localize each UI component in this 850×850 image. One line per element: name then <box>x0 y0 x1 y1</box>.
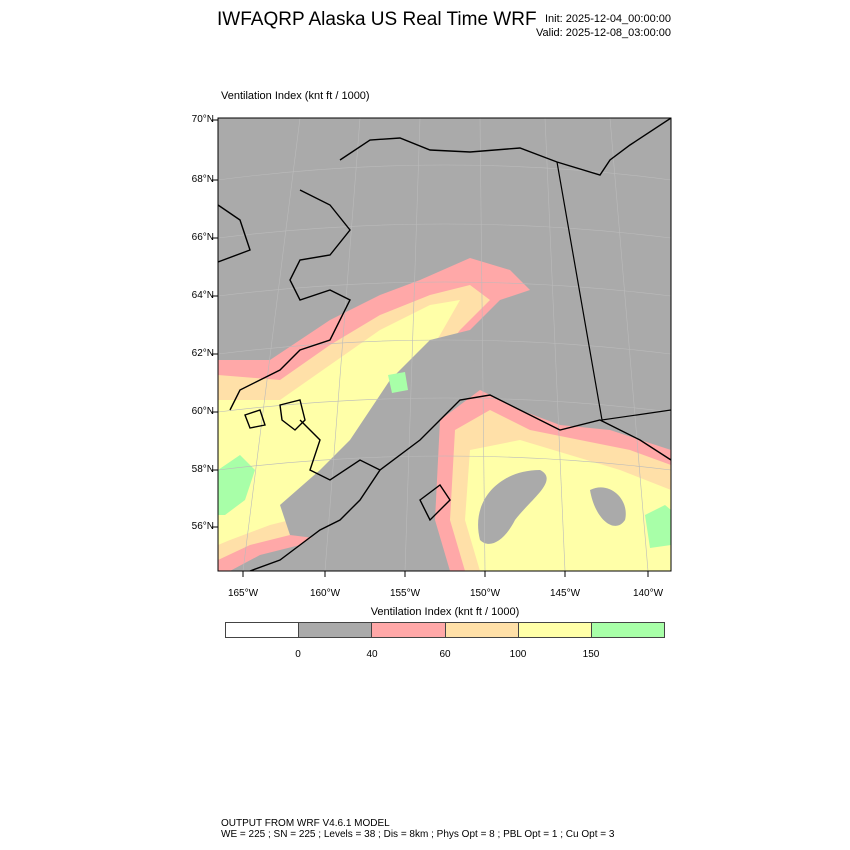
lat-label: 70°N <box>191 114 214 125</box>
colorbar-label: 150 <box>582 649 600 660</box>
contour-0-40 <box>280 330 475 540</box>
valid-time: Valid: 2025-12-08_03:00:00 <box>536 27 671 39</box>
contour-100-150 <box>465 440 671 571</box>
colorbar <box>225 622 665 638</box>
lon-label: 145°W <box>549 588 581 599</box>
footer-config: WE = 225 ; SN = 225 ; Levels = 38 ; Dis … <box>221 829 615 840</box>
us-canada-border <box>556 161 671 421</box>
lat-label: 60°N <box>191 406 214 417</box>
lat-label: 62°N <box>191 348 214 359</box>
colorbar-label: 100 <box>509 649 527 660</box>
init-time: Init: 2025-12-04_00:00:00 <box>545 13 671 25</box>
colorbar-swatch <box>299 623 373 637</box>
contour-0-40 <box>478 470 547 544</box>
colorbar-swatch <box>518 623 592 637</box>
lon-label: 140°W <box>632 588 664 599</box>
colorbar-title: Ventilation Index (knt ft / 1000) <box>370 606 520 618</box>
colorbar-swatch <box>372 623 446 637</box>
lat-label: 64°N <box>191 290 214 301</box>
lon-label: 155°W <box>389 588 421 599</box>
contour-gt-150 <box>218 455 255 515</box>
contour-gt-150 <box>388 372 408 393</box>
lon-label: 160°W <box>309 588 341 599</box>
lat-label: 58°N <box>191 464 214 475</box>
colorbar-swatch <box>445 623 519 637</box>
lat-label: 66°N <box>191 232 214 243</box>
contour-gt-150 <box>645 505 671 548</box>
field-label: Ventilation Index (knt ft / 1000) <box>221 90 370 102</box>
lat-label: 68°N <box>191 174 214 185</box>
lat-label: 56°N <box>191 521 214 532</box>
colorbar-label: 60 <box>439 649 451 660</box>
map-frame <box>217 117 672 572</box>
plot-title: IWFAQRP Alaska US Real Time WRF <box>217 9 537 30</box>
contour-100-150 <box>218 300 460 545</box>
colorbar-swatch <box>591 623 665 637</box>
axis-ticks <box>212 119 649 577</box>
lon-label: 165°W <box>227 588 259 599</box>
lon-label: 150°W <box>469 588 501 599</box>
colorbar-swatch <box>226 623 300 637</box>
footer-model: OUTPUT FROM WRF V4.6.1 MODEL <box>221 818 390 829</box>
colorbar-label: 40 <box>366 649 378 660</box>
coastline <box>218 118 671 571</box>
colorbar-label: 0 <box>295 649 301 660</box>
contour-0-40 <box>590 487 626 526</box>
